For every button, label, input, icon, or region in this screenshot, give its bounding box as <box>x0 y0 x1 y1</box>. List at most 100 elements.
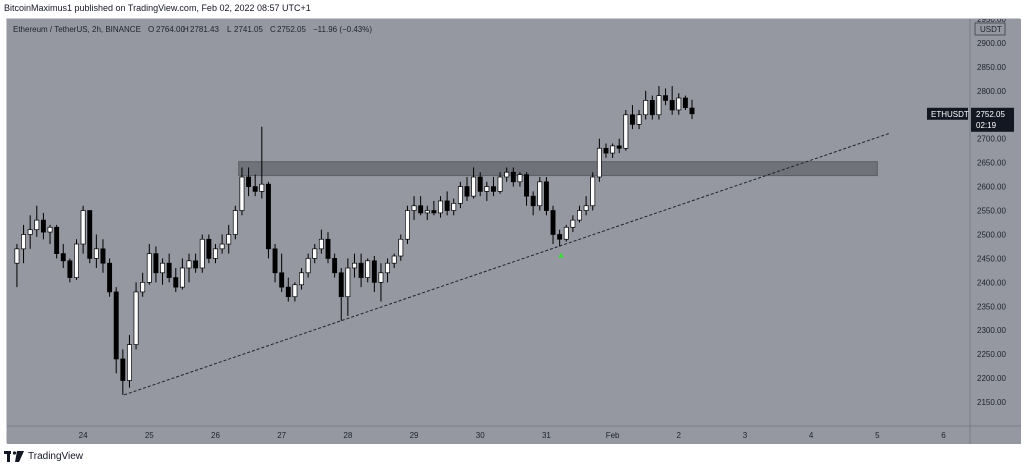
candle-body <box>14 248 20 264</box>
candle <box>543 177 549 216</box>
candle-body <box>682 97 688 108</box>
candle <box>292 282 298 302</box>
price-tick-label: 2150.00 <box>977 398 1006 407</box>
candle-body <box>530 195 536 207</box>
price-tick-label: 2550.00 <box>977 207 1006 216</box>
candle-body <box>246 176 252 187</box>
candle-body <box>285 286 291 298</box>
candle <box>87 210 93 264</box>
candle-body <box>27 229 33 235</box>
bar-countdown: 02:19 <box>976 121 997 130</box>
candle <box>643 90 649 120</box>
price-chart[interactable]: 2150.00 2200.00 2250.00 2300.00 2350.00 2400.… <box>7 19 1021 444</box>
candle-body <box>179 267 185 288</box>
ohlc-high-value: 2781.43 <box>190 25 219 34</box>
candle <box>491 177 496 197</box>
candle <box>682 95 688 110</box>
candle-body <box>444 200 450 211</box>
candle-body <box>550 210 556 235</box>
candle-body <box>34 219 40 231</box>
candle <box>199 234 205 273</box>
candle-body <box>583 205 589 211</box>
candle <box>279 253 285 292</box>
candle-body <box>54 226 60 254</box>
candle <box>424 205 430 221</box>
time-axis[interactable]: 24 25 26 27 28 29 30 31 Feb 2 3 4 5 6 <box>7 425 1021 440</box>
candle-body <box>543 181 549 211</box>
candle-body <box>484 186 490 192</box>
candle-body <box>398 238 404 257</box>
time-tick-label: 26 <box>211 431 220 440</box>
candle-body <box>239 176 245 211</box>
candle-body <box>451 202 457 211</box>
candle <box>232 205 238 240</box>
candle <box>318 229 324 254</box>
time-tick-label: 30 <box>476 431 485 440</box>
candle <box>259 126 265 199</box>
candle <box>265 181 271 259</box>
candle-body <box>636 114 642 125</box>
last-price-tag <box>971 107 1014 132</box>
candle <box>530 191 536 216</box>
candle <box>457 181 463 209</box>
candle-body <box>67 260 73 278</box>
candle-body <box>431 210 437 214</box>
chart-area[interactable]: 2150.00 2200.00 2250.00 2300.00 2350.00 2400.… <box>6 18 1021 444</box>
resistance-zone <box>238 161 878 177</box>
candle <box>352 253 357 278</box>
candle-body <box>643 100 649 116</box>
candle <box>325 232 331 264</box>
candle-body <box>577 210 582 221</box>
candle-body <box>312 248 318 259</box>
candle-body <box>252 186 258 192</box>
time-tick-label: 6 <box>941 431 946 440</box>
candle-body <box>385 262 391 274</box>
candle-body <box>365 260 371 278</box>
candle <box>610 143 616 158</box>
candle-body <box>623 114 629 149</box>
candle-body <box>93 248 99 259</box>
candle <box>27 215 33 249</box>
publish-header: BitcoinMaximus1 published on TradingView… <box>4 3 311 13</box>
candle-body <box>47 226 53 233</box>
candle <box>583 196 589 216</box>
candle-body <box>126 344 132 381</box>
candle <box>471 167 477 199</box>
candle-body <box>378 272 384 283</box>
candle <box>186 253 192 283</box>
candle-body <box>279 272 285 288</box>
candle <box>107 258 113 297</box>
time-tick-label: 24 <box>79 431 88 440</box>
price-tick-label: 2500.00 <box>977 230 1006 239</box>
ohlc-close-label: C <box>270 25 276 34</box>
candle <box>40 212 46 240</box>
candle-body <box>219 243 225 250</box>
candle <box>444 191 450 216</box>
candle <box>312 244 318 264</box>
candle <box>636 109 642 130</box>
candle-body <box>689 107 695 115</box>
candle-body <box>563 226 569 240</box>
candle <box>550 205 556 245</box>
candle-body <box>318 238 324 250</box>
candle-body <box>371 260 377 283</box>
candle <box>246 167 252 197</box>
candle <box>563 224 569 242</box>
candle <box>113 287 119 374</box>
candle-body <box>146 253 152 283</box>
candle <box>669 86 675 115</box>
candle-body <box>325 238 331 259</box>
candle-body <box>173 277 179 288</box>
price-tick-label: 2250.00 <box>977 350 1006 359</box>
price-tick-label: 2300.00 <box>977 326 1006 335</box>
candle-body <box>649 100 655 116</box>
candle-body <box>510 171 516 183</box>
currency-box <box>974 22 1006 36</box>
candle <box>252 174 258 197</box>
price-tick-label: 2850.00 <box>977 63 1006 72</box>
candle-body <box>60 253 66 262</box>
candle-body <box>338 272 344 298</box>
price-tick-label: 2600.00 <box>977 183 1006 192</box>
candle-body <box>74 243 79 278</box>
price-tick-label: 2400.00 <box>977 278 1006 287</box>
